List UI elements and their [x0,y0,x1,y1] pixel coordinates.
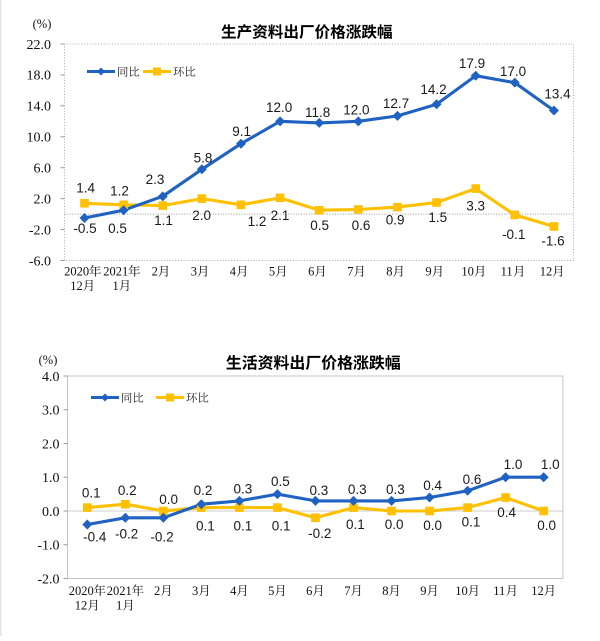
svg-text:2020: 2020 [64,265,89,279]
svg-text:12: 12 [70,279,83,293]
svg-text:1.2: 1.2 [110,184,129,199]
svg-text:18.0: 18.0 [27,69,52,84]
svg-text:2021: 2021 [103,265,128,279]
svg-text:11.8: 11.8 [305,105,330,120]
svg-text:10: 10 [461,265,474,279]
svg-text:8: 8 [386,265,392,279]
svg-text:2020: 2020 [69,584,94,598]
svg-text:2021: 2021 [107,584,132,598]
svg-text:7: 7 [344,584,350,598]
svg-text:-2.0: -2.0 [37,572,59,587]
svg-text:2: 2 [152,265,158,279]
svg-text:14.0: 14.0 [27,100,52,115]
svg-text:0.0: 0.0 [423,518,442,533]
svg-text:22.0: 22.0 [27,38,52,53]
svg-text:12.7: 12.7 [383,96,409,111]
svg-text:5: 5 [268,584,274,598]
svg-text:-0.1: -0.1 [502,227,525,242]
svg-text:10.0: 10.0 [27,131,52,146]
svg-text:14.2: 14.2 [420,82,446,97]
svg-text:0.0: 0.0 [42,505,60,520]
svg-text:0.0: 0.0 [385,517,404,532]
svg-text:-0.4: -0.4 [83,530,107,545]
svg-text:0.1: 0.1 [196,518,215,533]
svg-text:9: 9 [425,265,431,279]
svg-text:2.3: 2.3 [146,172,165,187]
svg-text:-0.2: -0.2 [150,530,173,545]
svg-text:0.5: 0.5 [271,474,290,489]
svg-text:1.0: 1.0 [541,457,560,472]
svg-text:12.0: 12.0 [266,100,292,115]
svg-text:9.1: 9.1 [232,124,251,139]
svg-text:-0.2: -0.2 [308,526,331,541]
svg-text:12: 12 [75,599,88,613]
svg-text:13.4: 13.4 [544,87,571,102]
svg-text:-0.5: -0.5 [73,221,96,236]
svg-text:(%): (%) [39,353,58,367]
svg-text:1.4: 1.4 [76,181,95,196]
svg-text:2.0: 2.0 [192,208,211,223]
svg-text:0.6: 0.6 [463,472,482,487]
svg-text:0.3: 0.3 [386,482,405,497]
svg-text:1.0: 1.0 [42,471,60,486]
svg-text:0.1: 0.1 [462,514,481,529]
svg-text:1.2: 1.2 [248,214,267,229]
svg-text:0.3: 0.3 [310,483,329,498]
svg-text:1: 1 [113,279,119,293]
svg-text:0.0: 0.0 [537,518,556,533]
svg-text:3.0: 3.0 [42,404,60,419]
svg-text:12.0: 12.0 [343,102,369,117]
svg-text:0.1: 0.1 [234,518,253,533]
svg-text:0.1: 0.1 [82,486,101,501]
svg-text:9: 9 [420,584,426,598]
svg-text:0.1: 0.1 [272,518,291,533]
svg-text:-1.0: -1.0 [37,539,59,554]
svg-text:-1.6: -1.6 [541,233,564,248]
svg-text:-6.0: -6.0 [29,254,51,269]
svg-text:17.9: 17.9 [459,56,485,71]
svg-text:0.3: 0.3 [348,482,367,497]
svg-text:1.1: 1.1 [154,213,173,228]
svg-text:3.3: 3.3 [466,198,485,213]
svg-text:1: 1 [116,599,122,613]
svg-text:4.0: 4.0 [42,370,60,385]
svg-text:11: 11 [501,265,513,279]
svg-text:6: 6 [308,265,314,279]
svg-text:1.0: 1.0 [504,457,523,472]
svg-text:-0.2: -0.2 [115,527,138,542]
svg-text:1.5: 1.5 [428,210,447,225]
svg-text:8: 8 [382,584,388,598]
svg-text:0.5: 0.5 [108,221,127,236]
svg-text:12: 12 [540,265,553,279]
svg-text:6.0: 6.0 [34,162,52,177]
svg-text:6: 6 [306,584,312,598]
svg-text:12: 12 [531,584,544,598]
svg-text:11: 11 [493,584,505,598]
svg-text:0.2: 0.2 [118,483,137,498]
svg-text:0.5: 0.5 [310,218,329,233]
svg-text:3: 3 [191,265,197,279]
svg-text:0.9: 0.9 [386,212,405,227]
svg-text:0.3: 0.3 [234,481,253,496]
svg-text:(%): (%) [33,17,52,31]
svg-text:-2.0: -2.0 [29,223,51,238]
svg-text:2.1: 2.1 [271,208,290,223]
svg-text:2.0: 2.0 [42,437,60,452]
svg-text:10: 10 [455,584,468,598]
svg-text:0.1: 0.1 [346,517,365,532]
svg-text:17.0: 17.0 [500,64,526,79]
svg-text:0.6: 0.6 [352,218,371,233]
svg-text:2: 2 [154,584,160,598]
svg-text:7: 7 [347,265,353,279]
svg-text:0.0: 0.0 [159,492,178,507]
svg-text:0.2: 0.2 [194,483,213,498]
svg-text:4: 4 [230,265,237,279]
svg-text:0.4: 0.4 [423,478,442,493]
svg-text:5.8: 5.8 [194,150,213,165]
svg-text:2.0: 2.0 [34,192,52,207]
svg-text:4: 4 [230,584,237,598]
svg-text:3: 3 [192,584,198,598]
svg-text:5: 5 [269,265,275,279]
svg-text:0.4: 0.4 [497,505,516,520]
